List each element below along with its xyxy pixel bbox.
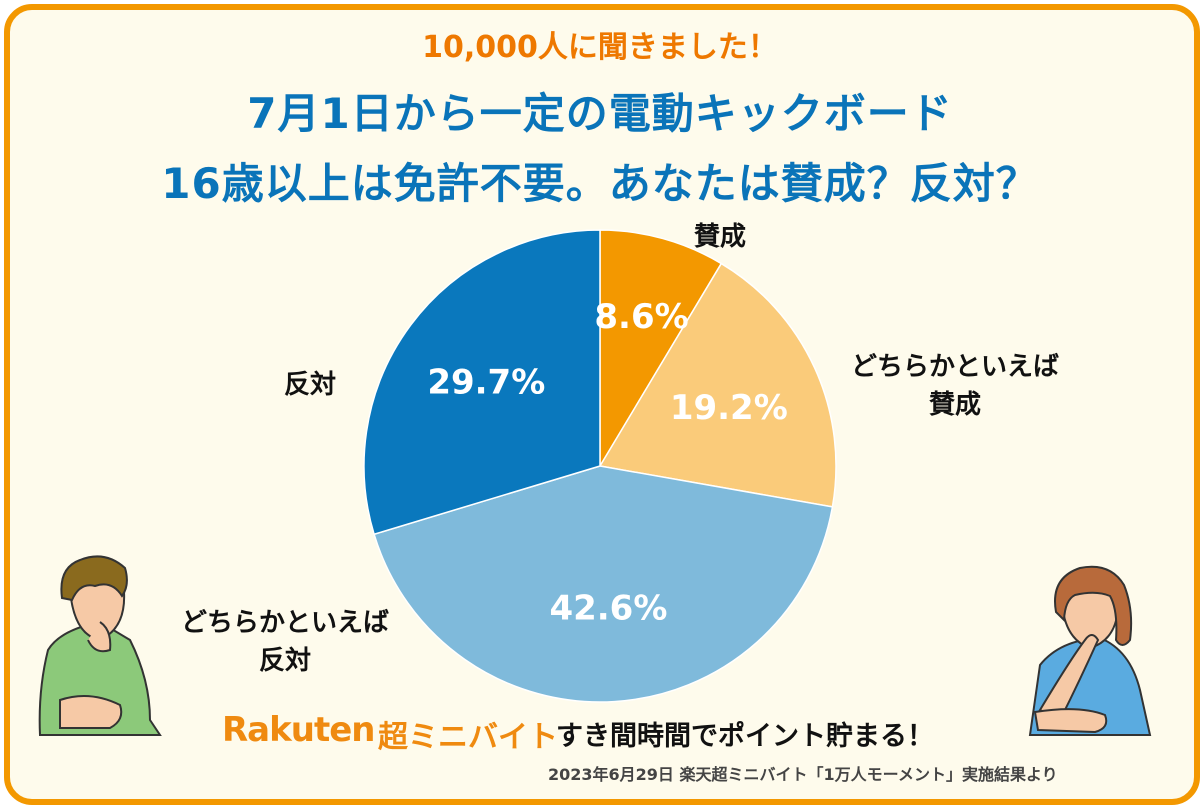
label-somewhat-disagree: どちらかといえば 反対 (150, 604, 420, 680)
label-somewhat-disagree-line1: どちらかといえば (180, 608, 389, 638)
pie-slice-somewhat-disagree (373, 465, 834, 703)
rakuten-service-name: 超ミニバイト (378, 720, 558, 755)
label-agree-text: 賛成 (693, 222, 746, 252)
label-somewhat-agree-line1: どちらかといえば (850, 352, 1059, 382)
value-label-somewhat-disagree: 42.6% (549, 588, 667, 628)
chart-title-line-2: 16歳以上は免許不要。あなたは賛成？反対？ (161, 159, 1039, 208)
survey-subtitle: 10,000人に聞きました！ (422, 30, 778, 65)
source-note: 2023年6月29日 楽天超ミニバイト「1万人モーメント」実施結果より (548, 765, 1058, 784)
thinking-woman-illustration (1028, 565, 1152, 736)
label-somewhat-disagree-line2: 反対 (258, 646, 311, 676)
value-label-agree: 8.6% (594, 297, 688, 337)
value-label-disagree: 29.7% (427, 363, 545, 403)
label-agree: 賛成 (660, 218, 780, 256)
label-disagree-text: 反対 (283, 370, 336, 400)
pie-slice-somewhat-agree (598, 262, 837, 508)
pie-slice-agree (599, 229, 723, 469)
thinking-man-illustration (38, 555, 162, 736)
label-disagree: 反対 (250, 366, 370, 404)
chart-title-line-1: 7月1日から一定の電動キックボード (247, 89, 953, 138)
label-somewhat-agree: どちらかといえば 賛成 (820, 348, 1090, 424)
tagline: すき間時間でポイント貯まる！ (556, 721, 934, 752)
rakuten-logo: Rakuten (222, 710, 375, 750)
pie-slice-disagree (363, 229, 601, 536)
value-label-somewhat-agree: 19.2% (670, 388, 788, 428)
label-somewhat-agree-line2: 賛成 (928, 390, 981, 420)
